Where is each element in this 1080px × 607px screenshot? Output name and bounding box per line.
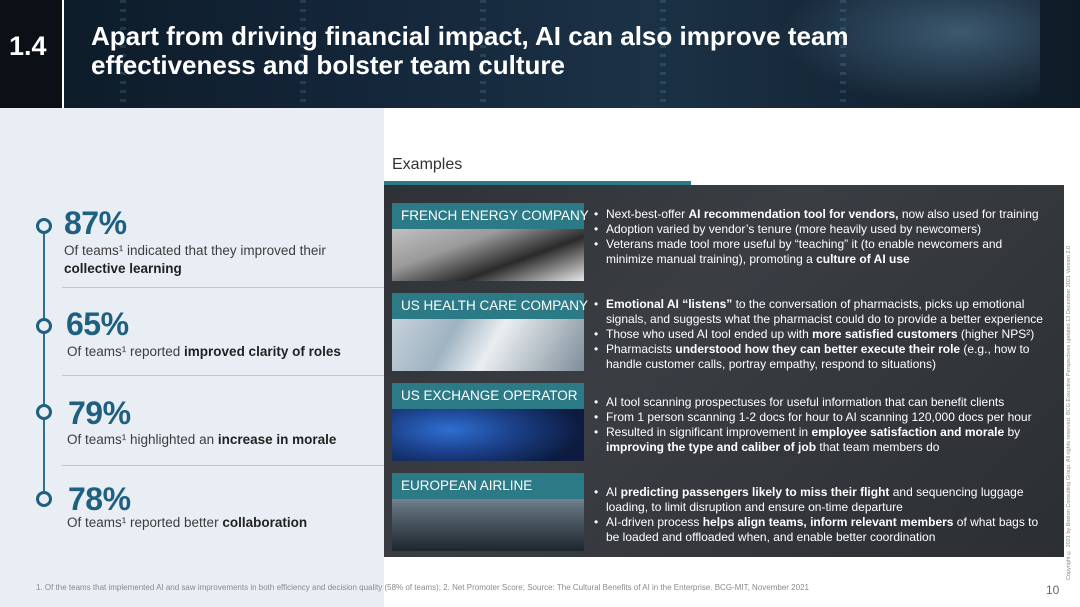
bullet-item: AI-driven process helps align teams, inf… [592, 515, 1047, 545]
section-number: 1.4 [9, 31, 47, 61]
timeline-dot [36, 491, 52, 507]
stat-divider [62, 375, 384, 376]
bullet-item: Pharmacists understood how they can bett… [592, 342, 1047, 372]
stat-divider [62, 465, 384, 466]
timeline-dot [36, 404, 52, 420]
case-bullets: AI predicting passengers likely to miss … [592, 485, 1047, 545]
footnote: 1. Of the teams that implemented AI and … [36, 583, 809, 592]
stat-desc-text: Of teams¹ highlighted an [67, 432, 218, 447]
bullet-item: Resulted in significant improvement in e… [592, 425, 1047, 455]
stat-percent: 78% [68, 481, 131, 517]
bullet-item: AI tool scanning prospectuses for useful… [592, 395, 1047, 410]
header-banner: 1.4 Apart from driving financial impact,… [0, 0, 1080, 108]
stat-percent: 65% [66, 306, 129, 342]
stat-desc-text: Of teams¹ indicated that they improved t… [64, 243, 326, 258]
case-company-tag: FRENCH ENERGY COMPANY [392, 203, 589, 229]
case-bullets: AI tool scanning prospectuses for useful… [592, 395, 1047, 455]
stat-desc-text: Of teams¹ reported [67, 344, 185, 359]
bullet-item: Adoption varied by vendor’s tenure (more… [592, 222, 1047, 237]
bullet-item: Emotional AI “listens” to the conversati… [592, 297, 1047, 327]
stat-desc-bold: collective learning [64, 261, 182, 276]
case-company-tag: US HEALTH CARE COMPANY [392, 293, 588, 319]
stat-desc-bold: collaboration [222, 515, 308, 530]
stat-desc-text: Of teams¹ reported better [67, 515, 223, 530]
stat-description: Of teams¹ reported improved clarity of r… [67, 343, 377, 361]
stat-percent: 87% [64, 205, 127, 241]
stat-desc-bold: improved clarity of roles [184, 344, 341, 359]
copyright-text: Copyright © 2021 by Boston Consulting Gr… [1066, 245, 1072, 580]
bullet-item: Next-best-offer AI recommendation tool f… [592, 207, 1047, 222]
page-number: 10 [1046, 583, 1060, 597]
stat-description: Of teams¹ reported better collaboration [67, 514, 377, 532]
server-rack-decoration [660, 0, 666, 108]
bullet-item: Veterans made tool more useful by “teach… [592, 237, 1047, 267]
stat-desc-bold: increase in morale [217, 432, 337, 447]
case-bullets: Emotional AI “listens” to the conversati… [592, 297, 1047, 372]
page-title: Apart from driving financial impact, AI … [91, 21, 849, 80]
examples-accent-bar [384, 181, 691, 185]
stat-divider [62, 287, 384, 288]
timeline-dot [36, 218, 52, 234]
stat-description: Of teams¹ indicated that they improved t… [64, 242, 364, 278]
stat-percent: 79% [68, 395, 131, 431]
section-number-box: 1.4 [0, 0, 64, 108]
examples-heading: Examples [392, 156, 463, 173]
server-rack-decoration [840, 0, 846, 108]
server-rack-decoration [120, 0, 126, 108]
bullet-item: From 1 person scanning 1-2 docs for hour… [592, 410, 1047, 425]
server-rack-decoration [300, 0, 306, 108]
server-rack-decoration [480, 0, 486, 108]
case-company-tag: US EXCHANGE OPERATOR [392, 383, 584, 409]
case-company-tag: EUROPEAN AIRLINE [392, 473, 584, 499]
stat-description: Of teams¹ highlighted an increase in mor… [67, 431, 377, 449]
timeline-dot [36, 318, 52, 334]
case-bullets: Next-best-offer AI recommendation tool f… [592, 207, 1047, 267]
timeline-line [43, 230, 45, 502]
header-light-glow [780, 0, 1040, 108]
bullet-item: Those who used AI tool ended up with mor… [592, 327, 1047, 342]
bullet-item: AI predicting passengers likely to miss … [592, 485, 1047, 515]
stats-panel [0, 108, 384, 607]
